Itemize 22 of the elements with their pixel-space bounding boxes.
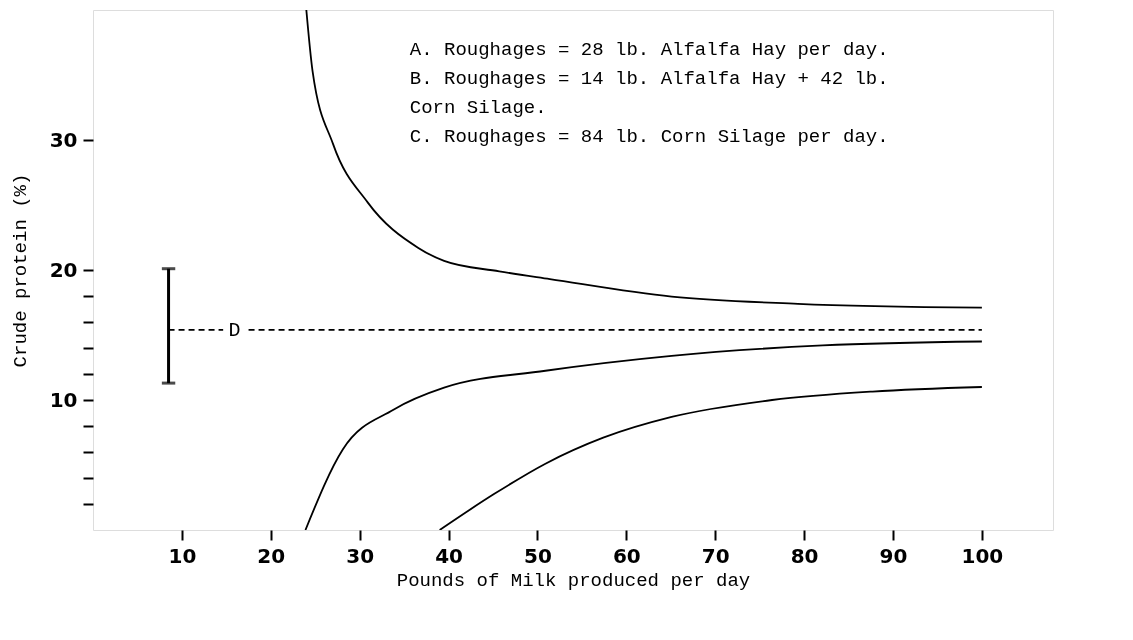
line-series — [305, 10, 983, 309]
y-tick-label: 20 — [49, 257, 78, 282]
x-tick-label: 90 — [879, 543, 908, 568]
annotation: B. Roughages = 14 lb. Alfalfa Hay + 42 lb. Corn Silage. — [409, 68, 889, 119]
x-tick-label: 50 — [524, 543, 552, 568]
y-tick-label: 10 — [49, 387, 78, 412]
x-tick-label: 10 — [168, 543, 197, 568]
y-tick-label: 30 — [49, 127, 78, 152]
line-series — [438, 386, 983, 530]
x-tick-label: 40 — [435, 543, 463, 568]
annotation: A. Roughages = 28 lb. Alfalfa Hay per day. — [409, 39, 889, 61]
x-tick-label: 60 — [612, 543, 641, 568]
y-axis-title: Crude protein (%) — [9, 173, 32, 368]
x-tick-label: 30 — [346, 543, 375, 568]
x-tick-label: 70 — [701, 543, 730, 568]
x-tick-label: 20 — [257, 543, 286, 568]
line-series — [304, 340, 983, 530]
series-label: D — [228, 318, 241, 342]
x-tick-label: 100 — [961, 543, 1004, 568]
x-tick-label: 80 — [790, 543, 819, 568]
annotation: C. Roughages = 84 lb. Corn Silage per day. — [409, 126, 889, 148]
x-axis-title: Pounds of Milk produced per day — [396, 569, 751, 592]
